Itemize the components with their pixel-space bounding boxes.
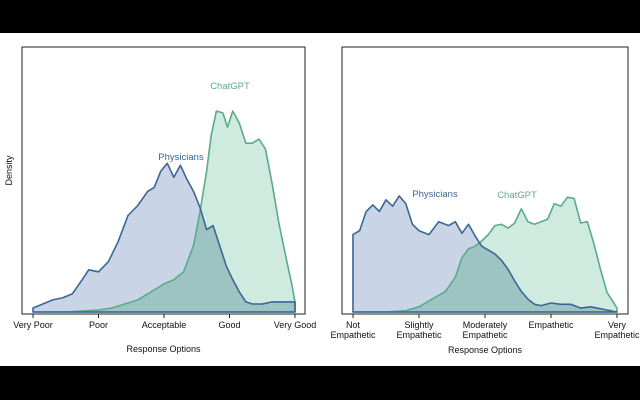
chatgpt-density-line [352,196,618,313]
x-tick-label: Moderately Empathetic [462,320,508,340]
x-axis-title: Response Options [448,345,523,355]
density-chart-figure: Very Poor Poor Acceptable Good Very Good Resp… [4,46,640,355]
chart-panel-1: Very Poor Poor Acceptable Good Very Good Resp… [4,46,317,354]
physicians-density-line [32,162,296,313]
x-tick-label: Very Empathetic [594,320,640,340]
physicians-density-line [352,195,618,313]
series-label-physicians: Physicians [412,189,458,200]
series-label-chatgpt: ChatGPT [210,81,250,92]
chatgpt-density-line [32,110,296,313]
chart-panel-2: Not Empathetic Slightly Empathetic Moderatel… [330,46,640,355]
y-axis-title: Density [4,155,14,186]
x-tick-label: Good [218,320,240,330]
series-label-chatgpt: ChatGPT [497,190,537,201]
x-tick-label: Poor [89,320,108,330]
x-tick-label: Slightly Empathetic [396,320,442,340]
x-tick-label: Empathetic [528,320,574,330]
series-label-physicians: Physicians [158,152,204,163]
chatgpt-density-area [33,111,295,312]
x-tick-label: Very Good [274,320,317,330]
x-tick-label: Not Empathetic [330,320,376,340]
x-tick-label: Very Poor [13,320,53,330]
x-axis-title: Response Options [126,344,201,354]
x-tick-label: Acceptable [142,320,187,330]
figure-canvas: Very Poor Poor Acceptable Good Very Good Resp… [0,33,640,366]
